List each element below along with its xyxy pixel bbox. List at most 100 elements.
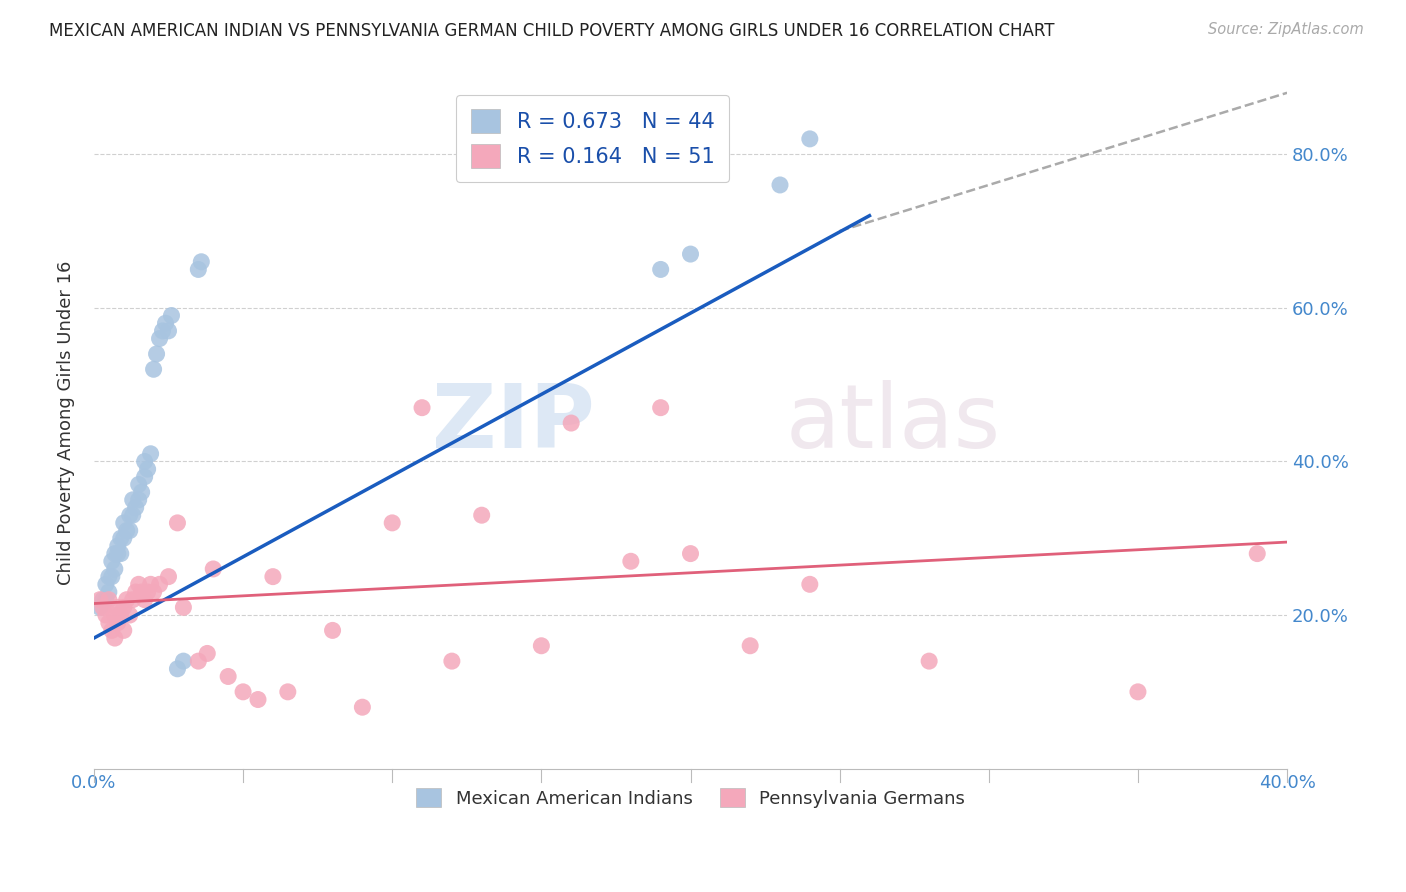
Point (131, 485, 153, 500)
Point (128, 492, 150, 507)
Point (136, 585, 159, 599)
Point (187, 654, 209, 668)
Point (620, 554, 643, 568)
Point (104, 608, 127, 623)
Text: MEXICAN AMERICAN INDIAN VS PENNSYLVANIA GERMAN CHILD POVERTY AMONG GIRLS UNDER 1: MEXICAN AMERICAN INDIAN VS PENNSYLVANIA … (49, 22, 1054, 40)
Point (112, 531, 135, 545)
Point (172, 600, 194, 615)
Point (918, 654, 941, 668)
Point (152, 324, 174, 338)
Point (118, 508, 141, 523)
Point (110, 608, 132, 623)
Point (121, 508, 143, 523)
Point (148, 332, 170, 346)
Point (246, 692, 269, 706)
Point (160, 309, 183, 323)
Point (125, 585, 148, 599)
Point (89, 600, 111, 615)
Point (679, 547, 702, 561)
Text: atlas: atlas (786, 379, 1001, 467)
Point (411, 401, 433, 415)
Point (202, 562, 225, 576)
Point (131, 585, 153, 599)
Point (112, 516, 135, 530)
Point (740, 639, 762, 653)
Point (217, 669, 239, 683)
Point (262, 569, 284, 583)
Point (118, 608, 141, 623)
Point (134, 454, 156, 468)
Point (101, 554, 124, 568)
Point (97, 569, 120, 583)
Point (112, 624, 135, 638)
Point (190, 254, 212, 268)
Point (107, 615, 129, 630)
Point (769, 178, 792, 192)
Point (110, 531, 132, 545)
Point (352, 700, 374, 714)
Point (94, 608, 117, 623)
Point (142, 362, 165, 376)
Point (530, 639, 553, 653)
Point (148, 577, 170, 591)
Point (1246, 547, 1268, 561)
Point (166, 662, 188, 676)
Point (104, 547, 127, 561)
Point (97, 592, 120, 607)
Point (128, 477, 150, 491)
Point (115, 524, 138, 538)
Point (91, 592, 114, 607)
Point (107, 547, 129, 561)
Point (440, 654, 463, 668)
Point (136, 462, 159, 476)
Point (650, 262, 672, 277)
Point (107, 600, 129, 615)
Point (277, 685, 299, 699)
Point (232, 685, 254, 699)
Point (172, 654, 194, 668)
Point (799, 577, 821, 591)
Point (157, 569, 180, 583)
Point (145, 347, 167, 361)
Text: ZIP: ZIP (432, 379, 595, 467)
Point (91, 600, 114, 615)
Point (134, 592, 156, 607)
Point (799, 132, 821, 146)
Point (94, 577, 117, 591)
Point (94, 592, 117, 607)
Point (112, 600, 135, 615)
Point (187, 262, 209, 277)
Point (101, 624, 124, 638)
Point (104, 562, 127, 576)
Point (128, 577, 150, 591)
Point (134, 470, 156, 484)
Point (118, 524, 141, 538)
Point (89, 592, 111, 607)
Point (115, 592, 138, 607)
Point (142, 585, 165, 599)
Point (166, 516, 188, 530)
Point (560, 416, 582, 430)
Point (125, 500, 148, 515)
Legend: Mexican American Indians, Pennsylvania Germans: Mexican American Indians, Pennsylvania G… (409, 781, 973, 815)
Point (139, 577, 162, 591)
Point (1126, 685, 1149, 699)
Point (121, 492, 143, 507)
Point (195, 647, 218, 661)
Point (97, 615, 120, 630)
Text: Source: ZipAtlas.com: Source: ZipAtlas.com (1208, 22, 1364, 37)
Point (110, 547, 132, 561)
Point (679, 247, 702, 261)
Point (155, 316, 177, 330)
Point (101, 569, 124, 583)
Point (157, 324, 180, 338)
Point (381, 516, 404, 530)
Y-axis label: Child Poverty Among Girls Under 16: Child Poverty Among Girls Under 16 (58, 260, 75, 585)
Point (121, 592, 143, 607)
Point (97, 585, 120, 599)
Point (104, 631, 127, 645)
Point (139, 447, 162, 461)
Point (471, 508, 494, 523)
Point (107, 539, 129, 553)
Point (650, 401, 672, 415)
